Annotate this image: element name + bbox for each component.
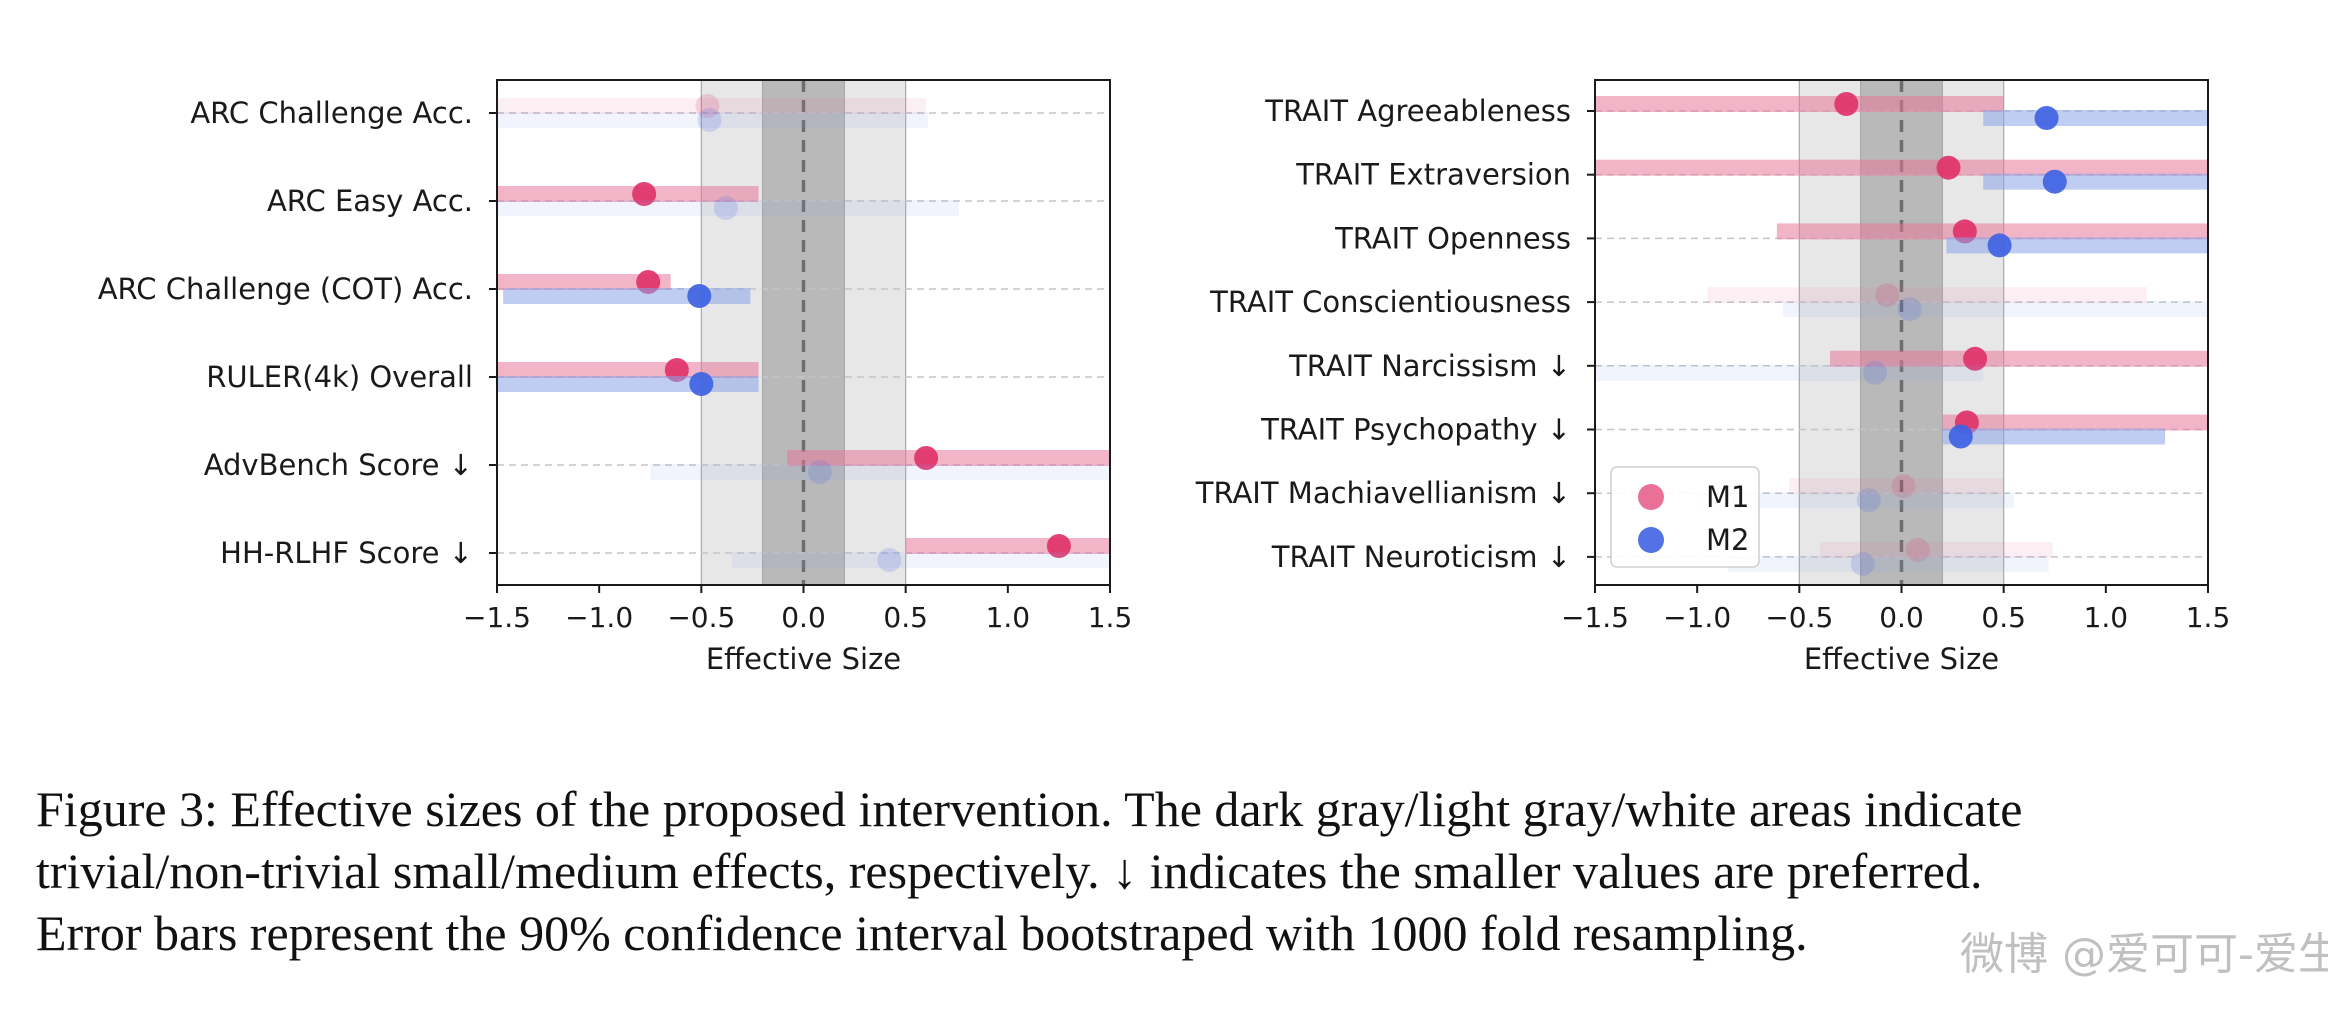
- p1-m2-ci-bar: [650, 464, 1110, 480]
- p1-m1-ci-bar: [787, 450, 1110, 466]
- p2-m2-ci-bar: [1946, 237, 2208, 254]
- p1-category-label: AdvBench Score ↓: [204, 448, 473, 482]
- p1-category-label: RULER(4k) Overall: [206, 360, 473, 394]
- p2-category-label: TRAIT Machiavellianism ↓: [1195, 476, 1571, 510]
- legend-label-m2: M2: [1706, 523, 1749, 557]
- p1-m2-ci-bar: [731, 552, 1110, 568]
- p2-m2-point: [1856, 488, 1881, 513]
- p2-category-label: TRAIT Openness: [1334, 221, 1571, 255]
- p1-category-label: ARC Easy Acc.: [267, 184, 473, 218]
- p2-m1-ci-bar: [1595, 96, 2004, 112]
- p1-xtick-label: 1.0: [986, 601, 1031, 634]
- p1-m2-point: [687, 284, 712, 308]
- p1-plot-area: [497, 80, 1110, 585]
- p2-m1-point: [1963, 346, 1988, 371]
- p2-m2-point: [1948, 424, 1973, 449]
- p1-m2-ci-bar: [497, 112, 929, 128]
- p1-m2-ci-bar: [503, 288, 751, 304]
- p1-m2-point: [807, 460, 832, 484]
- watermark-text: 微博 @爱可可-爱生活: [1960, 929, 2328, 980]
- p1-m2-point: [713, 196, 738, 220]
- p2-m2-ci-bar: [1727, 555, 2049, 572]
- p2-xtick-label: 1.5: [2186, 601, 2231, 634]
- p2-m2-point: [1862, 360, 1887, 385]
- p2-m1-point: [1936, 155, 1961, 180]
- p2-m1-ci-bar: [1707, 287, 2147, 304]
- left-forest-plot: ARC Challenge Acc. ARC Easy Acc. ARC Chall…: [98, 79, 1133, 676]
- p2-m2-ci-bar: [1983, 173, 2208, 190]
- p2-m1-point: [1891, 474, 1916, 499]
- p1-m2-ci-bar: [497, 376, 759, 392]
- p1-xtick-label: 0.0: [781, 601, 826, 634]
- p2-m2-point: [2042, 169, 2067, 194]
- p1-x-axis-label: Effective Size: [706, 642, 901, 676]
- p2-m2-point: [2034, 106, 2059, 130]
- p2-xtick-label: 0.0: [1879, 601, 1924, 634]
- p2-x-axis-label: Effective Size: [1804, 642, 1999, 676]
- p1-category-label: ARC Challenge (COT) Acc.: [98, 272, 473, 306]
- legend-marker-m2: [1638, 527, 1664, 553]
- p2-plot-area: [1595, 80, 2208, 585]
- p2-m2-ci-bar: [1942, 428, 2166, 445]
- p2-m2-ci-bar: [1595, 364, 1984, 381]
- p1-m2-point: [877, 548, 902, 572]
- p2-m1-ci-bar: [1776, 223, 2208, 240]
- p1-m2-point: [697, 108, 722, 132]
- p1-category-label: HH-RLHF Score ↓: [220, 536, 473, 570]
- p2-m1-point: [1875, 283, 1900, 308]
- figure-caption: Figure 3: Effective sizes of the propose…: [36, 778, 2316, 964]
- p2-category-label: TRAIT Agreeableness: [1264, 94, 1571, 128]
- p2-xtick-label: −1.0: [1663, 601, 1731, 634]
- p1-m1-point: [1046, 534, 1071, 558]
- p1-m1-point: [914, 446, 939, 470]
- right-forest-plot: TRAIT Agreeableness TRAIT Extraversion TRA…: [1195, 79, 2231, 676]
- p1-xtick-label: 0.5: [883, 601, 928, 634]
- p2-m1-ci-bar: [1789, 478, 2004, 495]
- caption-line-3: Error bars represent the 90% confidence …: [36, 905, 1808, 961]
- p1-xtick-label: −1.5: [463, 601, 531, 634]
- p2-m2-point: [1897, 297, 1922, 322]
- p2-m1-ci-bar: [1829, 350, 2208, 367]
- p1-xtick-label: 1.5: [1088, 601, 1133, 634]
- p1-m1-ci-bar: [497, 98, 927, 114]
- p1-xtick-label: −0.5: [667, 601, 735, 634]
- p2-m1-point: [1905, 537, 1930, 562]
- caption-line-1: Figure 3: Effective sizes of the propose…: [36, 781, 2023, 837]
- p2-category-label: TRAIT Neuroticism ↓: [1271, 540, 1571, 574]
- p2-category-label: TRAIT Conscientiousness: [1209, 285, 1571, 319]
- caption-line-2: trivial/non-trivial small/medium effects…: [36, 843, 1983, 899]
- p1-m1-ci-bar: [497, 186, 759, 202]
- p2-m1-point: [1834, 92, 1859, 116]
- p2-m2-ci-bar: [1983, 110, 2208, 126]
- p2-m2-point: [1987, 233, 2012, 258]
- p2-xtick-label: 0.5: [1981, 601, 2026, 634]
- p1-m2-point: [689, 372, 714, 396]
- p2-m1-ci-bar: [1942, 414, 2208, 431]
- p2-xtick-label: 1.0: [2084, 601, 2129, 634]
- p1-m1-point: [695, 94, 720, 118]
- p1-m1-ci-bar: [905, 538, 1110, 554]
- p1-m1-ci-bar: [497, 274, 671, 290]
- p1-xtick-label: −1.0: [565, 601, 633, 634]
- p2-m2-ci-bar: [1782, 301, 2208, 318]
- p2-m2-ci-bar: [1697, 492, 2014, 509]
- p2-xtick-label: −0.5: [1765, 601, 1833, 634]
- p1-category-label: ARC Challenge Acc.: [190, 96, 473, 130]
- p2-m1-ci-bar: [1595, 159, 2208, 176]
- p1-m1-ci-bar: [497, 362, 759, 378]
- legend-label-m1: M1: [1706, 480, 1749, 514]
- legend-marker-m1: [1638, 484, 1664, 510]
- p2-category-label: TRAIT Extraversion: [1295, 158, 1571, 192]
- p2-m2-point: [1850, 551, 1875, 576]
- p2-category-label: TRAIT Narcissism ↓: [1288, 349, 1571, 383]
- p2-category-label: TRAIT Psychopathy ↓: [1260, 413, 1571, 447]
- p1-m1-point: [632, 182, 657, 206]
- p2-xtick-label: −1.5: [1561, 601, 1629, 634]
- p2-m1-ci-bar: [1819, 541, 2053, 558]
- p1-m2-ci-bar: [497, 200, 959, 216]
